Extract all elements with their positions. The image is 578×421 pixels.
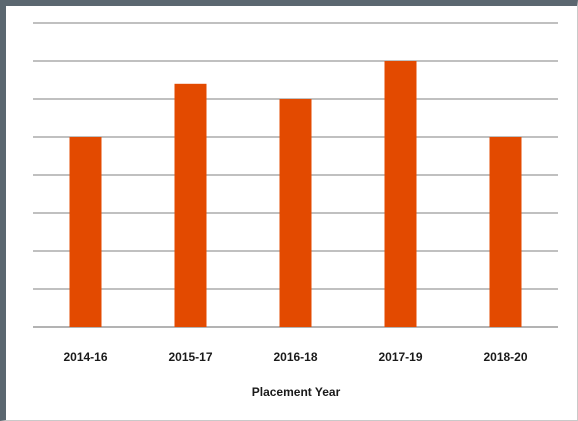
bar-2016-18 bbox=[279, 99, 312, 327]
bar-2018-20 bbox=[489, 137, 522, 327]
x-tick-label: 2018-20 bbox=[483, 350, 527, 364]
bar-2014-16 bbox=[69, 137, 102, 327]
bar-2015-17 bbox=[174, 83, 207, 327]
x-axis-title: Placement Year bbox=[252, 385, 341, 399]
bar-series bbox=[69, 61, 522, 327]
x-axis-tick-labels: 2014-16 2015-17 2016-18 2017-19 2018-20 bbox=[63, 350, 527, 364]
bar-2017-19 bbox=[384, 61, 417, 327]
x-tick-label: 2017-19 bbox=[378, 350, 422, 364]
x-tick-label: 2015-17 bbox=[168, 350, 212, 364]
x-tick-label: 2016-18 bbox=[273, 350, 317, 364]
x-tick-label: 2014-16 bbox=[63, 350, 107, 364]
